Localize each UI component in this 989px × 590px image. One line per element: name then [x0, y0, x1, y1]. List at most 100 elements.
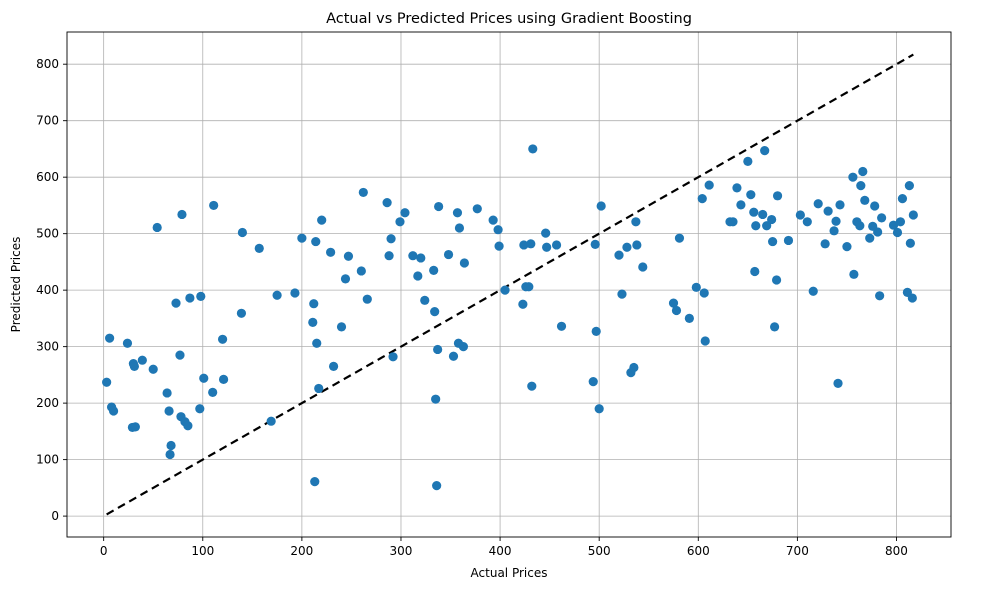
x-tick-label: 800: [885, 544, 908, 558]
x-tick-label: 700: [786, 544, 809, 558]
reference-line: [106, 53, 914, 516]
data-point: [317, 215, 327, 225]
y-tick-label: 100: [36, 453, 59, 467]
data-point: [858, 166, 868, 177]
data-point: [541, 228, 551, 238]
data-point: [638, 262, 648, 272]
data-point: [856, 181, 866, 191]
data-point: [297, 233, 307, 243]
data-point: [700, 336, 710, 346]
data-point: [691, 282, 701, 292]
data-point: [237, 227, 248, 238]
data-point: [420, 295, 430, 305]
x-tick-label: 600: [687, 544, 710, 558]
data-point: [908, 210, 918, 220]
data-point: [272, 290, 282, 300]
data-point: [137, 355, 147, 365]
data-point: [472, 204, 482, 214]
data-point: [217, 334, 228, 344]
data-point: [326, 247, 336, 257]
data-point: [432, 480, 442, 491]
data-point: [590, 239, 600, 249]
data-point: [343, 251, 354, 261]
data-point: [591, 326, 601, 336]
data-point: [865, 233, 875, 243]
data-point: [500, 285, 510, 295]
data-point: [527, 381, 537, 391]
data-point: [760, 146, 770, 156]
x-tick-label: 500: [588, 544, 611, 558]
data-point: [164, 406, 174, 416]
data-point: [907, 293, 917, 303]
y-tick-label: 500: [36, 227, 59, 241]
data-point: [526, 239, 536, 249]
data-point: [129, 361, 139, 372]
data-point: [130, 422, 140, 432]
data-point: [105, 333, 115, 343]
x-tick-label: 0: [100, 544, 108, 558]
y-tick-label: 800: [36, 57, 59, 71]
data-point: [308, 317, 318, 327]
data-point: [629, 362, 639, 373]
data-point: [400, 208, 410, 218]
data-point: [829, 226, 839, 236]
data-point: [171, 298, 181, 308]
data-point: [336, 322, 347, 332]
data-point: [728, 217, 738, 227]
data-point: [433, 344, 443, 355]
data-point: [596, 201, 606, 211]
x-tick-label: 100: [191, 544, 214, 558]
data-point: [314, 383, 324, 394]
data-point: [795, 210, 805, 220]
data-point: [556, 321, 567, 331]
data-point: [813, 199, 823, 209]
data-point: [895, 217, 906, 227]
x-axis-ticks: 0 100 200 300 400 500 600 700 800: [100, 537, 908, 558]
data-point: [808, 286, 818, 296]
data-point: [443, 249, 454, 260]
data-point: [165, 449, 175, 460]
data-point: [631, 217, 641, 227]
data-point: [358, 187, 368, 198]
data-point: [746, 190, 756, 200]
data-point: [697, 194, 707, 204]
y-tick-label: 200: [36, 396, 59, 410]
x-tick-label: 400: [489, 544, 512, 558]
data-point: [340, 274, 351, 284]
data-point: [528, 144, 538, 154]
data-point: [875, 291, 885, 301]
data-point: [310, 477, 320, 487]
data-point: [434, 201, 444, 212]
x-axis-title: Actual Prices: [471, 566, 548, 580]
data-point: [877, 213, 887, 223]
data-point: [311, 236, 321, 247]
data-point: [166, 440, 176, 451]
data-point: [388, 352, 398, 362]
data-point: [671, 305, 682, 316]
data-point: [493, 225, 503, 235]
data-point: [408, 251, 418, 261]
data-point: [208, 387, 218, 397]
data-point: [290, 288, 300, 298]
data-point: [209, 200, 219, 211]
data-point: [199, 373, 209, 383]
data-point: [413, 271, 423, 281]
data-point: [551, 240, 562, 250]
data-point: [309, 299, 319, 309]
data-point: [617, 289, 627, 299]
data-point: [855, 221, 865, 231]
data-point: [416, 253, 426, 263]
data-point: [743, 156, 753, 166]
y-tick-label: 0: [51, 509, 59, 523]
x-tick-label: 300: [390, 544, 413, 558]
data-points: [102, 144, 918, 491]
data-point: [768, 236, 778, 247]
data-point: [102, 377, 112, 387]
data-point: [312, 338, 322, 348]
data-point: [362, 294, 372, 304]
data-point: [122, 338, 133, 348]
data-point: [736, 200, 746, 210]
data-point: [831, 216, 841, 226]
